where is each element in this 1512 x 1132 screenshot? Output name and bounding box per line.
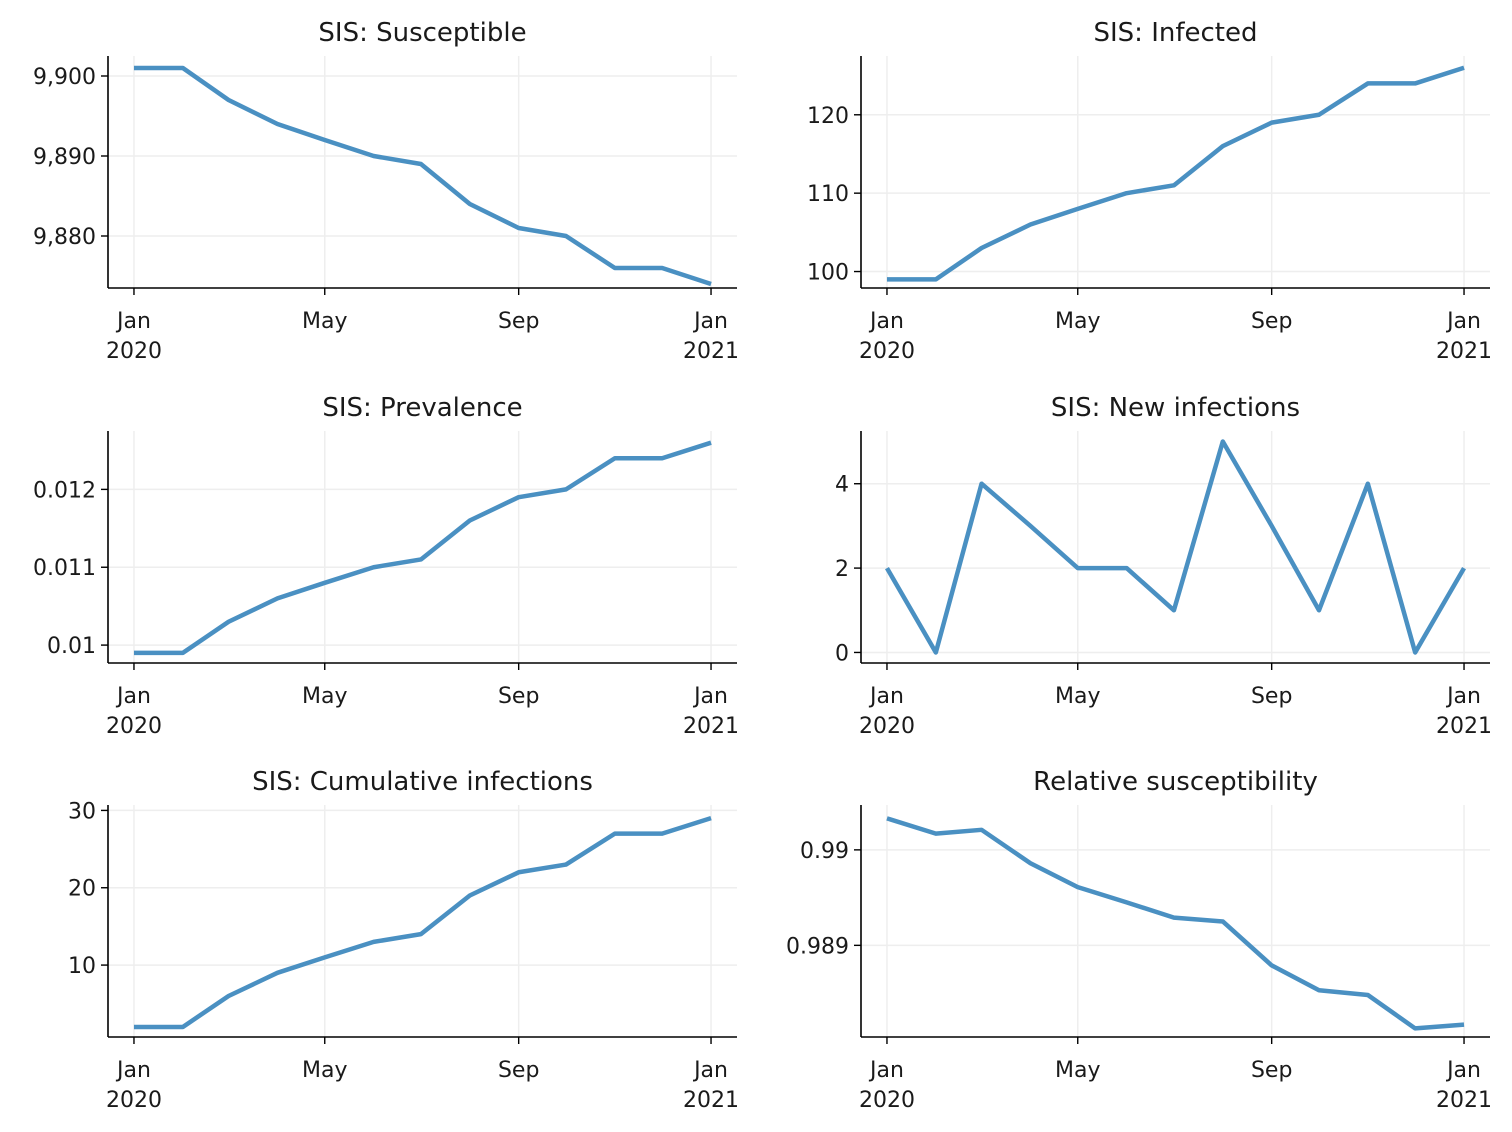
subplot-title: Relative susceptibility — [1033, 767, 1318, 797]
x-tick-year-label: 2021 — [683, 339, 739, 364]
y-tick-label: 0 — [835, 641, 849, 666]
subplot-2: Jan 2020 May Sep Jan 2021 100 110 120 SIS: Infect… — [807, 18, 1492, 364]
x-tick-label: Jan — [868, 684, 904, 709]
x-tick-year-label: 2020 — [859, 1088, 915, 1113]
x-tick-label: Jan — [868, 309, 904, 334]
series-line — [133, 816, 712, 1030]
y-tick-label: 10 — [68, 954, 96, 979]
y-tick-label: 120 — [807, 104, 849, 129]
subplot-6: Jan 2020 May Sep Jan 2021 0.989 0.99 Relative su… — [786, 767, 1492, 1113]
y-tick-label: 9,900 — [33, 65, 96, 90]
x-tick-label: Jan — [1445, 1058, 1481, 1083]
x-tick-label: May — [302, 309, 347, 334]
x-tick-label: Sep — [1251, 309, 1292, 334]
subplot-5: Jan 2020 May Sep Jan 2021 10 20 30 SIS: Cumulativ… — [68, 767, 739, 1113]
x-tick-year-label: 2020 — [106, 714, 162, 739]
y-tick-label: 2 — [835, 557, 849, 582]
x-tick-label: May — [302, 684, 347, 709]
y-tick-label: 100 — [807, 261, 849, 286]
x-tick-year-label: 2021 — [1436, 339, 1492, 364]
y-tick-label: 30 — [68, 799, 96, 824]
x-tick-label: Jan — [115, 309, 151, 334]
y-tick-label: 4 — [835, 473, 849, 498]
x-tick-label: Jan — [868, 1058, 904, 1083]
x-tick-label: Jan — [692, 684, 728, 709]
series-line — [885, 439, 1466, 655]
subplot-title: SIS: Cumulative infections — [252, 767, 593, 797]
x-tick-label: Sep — [498, 1058, 539, 1083]
x-tick-year-label: 2020 — [106, 339, 162, 364]
subplot-3: Jan 2020 May Sep Jan 2021 0.01 0.011 0.012 SIS: P… — [33, 393, 739, 739]
y-tick-label: 0.011 — [33, 556, 96, 581]
y-tick-label: 110 — [807, 182, 849, 207]
x-tick-label: Jan — [115, 684, 151, 709]
y-tick-label: 20 — [68, 877, 96, 902]
y-tick-label: 0.989 — [786, 934, 849, 959]
series-line — [886, 816, 1465, 1031]
x-tick-year-label: 2020 — [106, 1088, 162, 1113]
subplot-1: Jan 2020 May Sep Jan 2021 9,880 9,890 9,900 SIS: … — [33, 18, 739, 364]
subplot-4: Jan 2020 May Sep Jan 2021 0 2 4 SIS: New infectio… — [835, 393, 1492, 739]
y-tick-label: 0.01 — [47, 634, 96, 659]
y-tick-label: 0.012 — [33, 478, 96, 503]
x-tick-label: Jan — [115, 1058, 151, 1083]
y-tick-label: 9,880 — [33, 225, 96, 250]
subplot-title: SIS: Prevalence — [322, 393, 522, 423]
subplot-title: SIS: New infections — [1051, 393, 1300, 423]
x-tick-label: Sep — [498, 684, 539, 709]
x-tick-label: May — [302, 1058, 347, 1083]
x-tick-year-label: 2021 — [1436, 714, 1492, 739]
x-tick-label: Jan — [1445, 309, 1481, 334]
y-tick-label: 9,890 — [33, 145, 96, 170]
x-tick-label: Jan — [692, 1058, 728, 1083]
x-tick-label: Sep — [498, 309, 539, 334]
y-tick-label: 0.99 — [800, 839, 849, 864]
x-tick-year-label: 2020 — [859, 339, 915, 364]
series-line — [133, 65, 712, 287]
x-tick-year-label: 2021 — [683, 1088, 739, 1113]
x-tick-label: May — [1055, 309, 1100, 334]
x-tick-label: Sep — [1251, 684, 1292, 709]
x-tick-label: May — [1055, 1058, 1100, 1083]
x-tick-year-label: 2020 — [859, 714, 915, 739]
x-tick-label: Sep — [1251, 1058, 1292, 1083]
series-line — [133, 440, 712, 656]
x-tick-year-label: 2021 — [683, 714, 739, 739]
subplot-title: SIS: Infected — [1094, 18, 1258, 48]
x-tick-label: Jan — [1445, 684, 1481, 709]
x-tick-label: May — [1055, 684, 1100, 709]
x-tick-year-label: 2021 — [1436, 1088, 1492, 1113]
series-line — [886, 65, 1465, 282]
x-tick-label: Jan — [692, 309, 728, 334]
subplot-title: SIS: Susceptible — [318, 18, 526, 48]
